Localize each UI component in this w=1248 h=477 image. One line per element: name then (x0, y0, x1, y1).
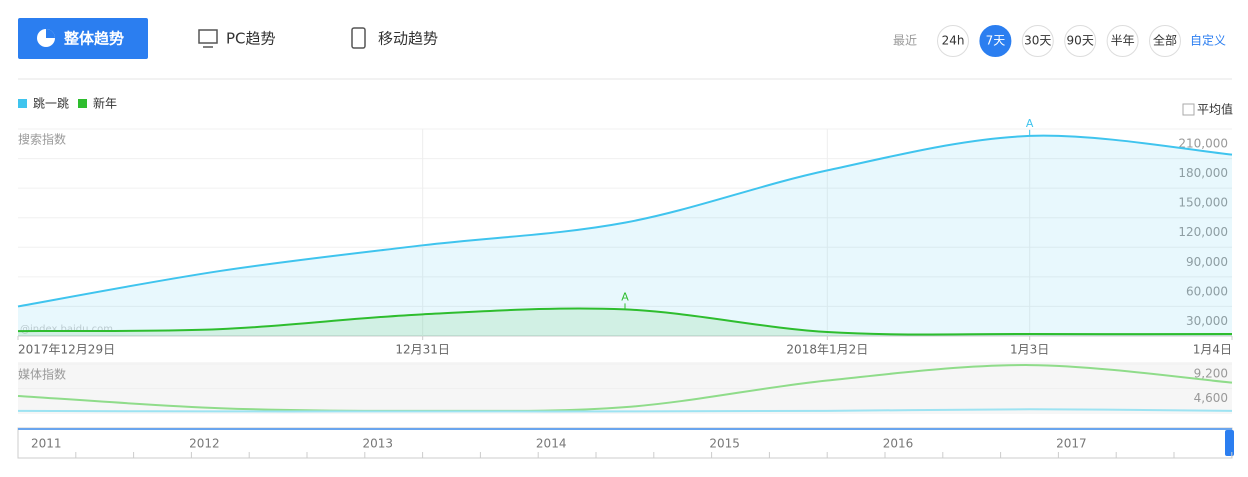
line (17, 408, 1233, 413)
pc-icon (198, 29, 218, 44)
tab[interactable]: 整体趋势 (64, 30, 124, 48)
tab[interactable]: PC趋势 (226, 30, 276, 48)
tab-active-bg[interactable] (18, 18, 148, 59)
timeline-year: 2012 (189, 437, 220, 451)
y-tick-label: 60,000 (1186, 284, 1228, 298)
legend-label: 新年 (93, 96, 117, 111)
y-tick-label: 120,000 (1178, 225, 1228, 239)
mobile-icon (351, 27, 366, 49)
range-label[interactable]: 全部 (1153, 33, 1177, 48)
x-tick-label: 2017年12月29日 (18, 343, 115, 357)
range-label[interactable]: 24h (942, 34, 965, 48)
range-button[interactable] (1064, 25, 1097, 57)
y-tick-label: 9,200 (1194, 367, 1228, 381)
range-button[interactable] (1021, 25, 1054, 57)
area (18, 135, 1232, 336)
range-label[interactable]: 90天 (1067, 34, 1094, 48)
range-button[interactable] (1106, 25, 1139, 57)
y-tick-label: 4,600 (1194, 391, 1228, 405)
x-tick-label: 1月3日 (1010, 343, 1049, 357)
y-axis-label: 媒体指数 (18, 367, 66, 382)
line (17, 307, 1233, 336)
legend-swatch (18, 99, 27, 108)
average-label[interactable]: 平均值 (1197, 102, 1233, 117)
annotation: A (621, 290, 629, 303)
annotation: A (1026, 117, 1034, 130)
range-label[interactable]: 7天 (986, 34, 1006, 48)
y-tick-label: 180,000 (1178, 166, 1228, 180)
range-button[interactable] (1149, 25, 1181, 57)
timeline-year: 2017 (1056, 437, 1087, 451)
line (17, 364, 1233, 412)
timeline-year: 2014 (536, 437, 567, 451)
timeline-year: 2015 (709, 437, 740, 451)
pie-icon-cut (46, 29, 55, 38)
range-button[interactable] (937, 25, 969, 57)
checkbox[interactable] (1182, 103, 1195, 116)
area (18, 308, 1232, 336)
watermark: @index.baidu.com (20, 324, 113, 335)
y-tick-label: 30,000 (1186, 314, 1228, 328)
timeline-year: 2016 (883, 437, 914, 451)
legend-label: 跳一跳 (33, 97, 69, 111)
timeline-year: 2011 (31, 437, 62, 451)
y-tick-label: 210,000 (1178, 137, 1228, 151)
x-tick-label: 2018年1月2日 (786, 343, 868, 357)
recent-label: 最近 (893, 34, 917, 48)
timeline-handle[interactable] (1225, 430, 1234, 456)
range-label[interactable]: 30天 (1024, 34, 1051, 48)
y-tick-label: 90,000 (1186, 255, 1228, 269)
timeline-year: 2013 (363, 437, 394, 451)
custom-range[interactable]: 自定义 (1190, 33, 1226, 48)
x-tick-label: 1月4日 (1193, 343, 1232, 357)
legend-swatch (78, 99, 87, 108)
range-label[interactable]: 半年 (1111, 34, 1135, 48)
tab[interactable]: 移动趋势 (378, 30, 438, 48)
y-tick-label: 150,000 (1178, 196, 1228, 210)
y-axis-label: 搜索指数 (18, 132, 66, 147)
x-tick-label: 12月31日 (395, 343, 450, 357)
range-button[interactable] (979, 25, 1012, 57)
